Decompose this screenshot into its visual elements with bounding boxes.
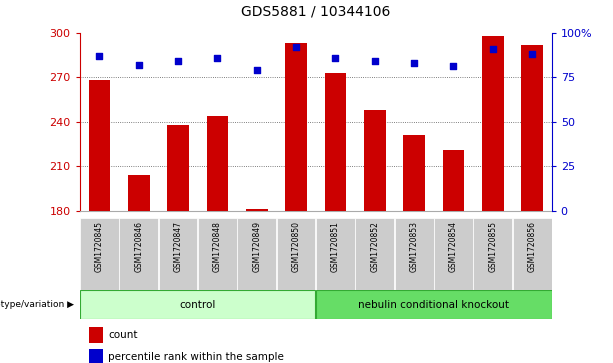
Point xyxy=(134,62,143,68)
Text: percentile rank within the sample: percentile rank within the sample xyxy=(108,352,284,362)
Text: control: control xyxy=(180,300,216,310)
FancyBboxPatch shape xyxy=(80,290,316,319)
FancyBboxPatch shape xyxy=(434,218,473,290)
FancyBboxPatch shape xyxy=(237,218,276,290)
Bar xyxy=(207,116,228,211)
Bar xyxy=(364,110,386,211)
Bar xyxy=(89,327,103,343)
Text: GSM1720851: GSM1720851 xyxy=(331,221,340,272)
Text: GSM1720853: GSM1720853 xyxy=(409,221,419,272)
Bar xyxy=(482,36,503,211)
Text: GSM1720846: GSM1720846 xyxy=(134,221,143,272)
FancyBboxPatch shape xyxy=(395,218,433,290)
Text: genotype/variation ▶: genotype/variation ▶ xyxy=(0,301,74,309)
FancyBboxPatch shape xyxy=(80,218,119,290)
Point xyxy=(527,51,537,57)
Point xyxy=(330,55,340,61)
FancyBboxPatch shape xyxy=(276,218,316,290)
Point xyxy=(488,46,498,52)
Text: count: count xyxy=(108,330,137,340)
Bar xyxy=(324,73,346,211)
Bar xyxy=(521,45,543,211)
FancyBboxPatch shape xyxy=(316,290,552,319)
FancyBboxPatch shape xyxy=(355,218,394,290)
Bar xyxy=(285,43,307,211)
Text: GSM1720854: GSM1720854 xyxy=(449,221,458,272)
Text: GSM1720845: GSM1720845 xyxy=(95,221,104,272)
Bar xyxy=(443,150,464,211)
Bar xyxy=(403,135,425,211)
Text: GDS5881 / 10344106: GDS5881 / 10344106 xyxy=(241,4,390,18)
Text: GSM1720852: GSM1720852 xyxy=(370,221,379,272)
Text: GSM1720847: GSM1720847 xyxy=(173,221,183,272)
Bar xyxy=(167,125,189,211)
Text: GSM1720855: GSM1720855 xyxy=(488,221,497,272)
Point xyxy=(449,64,459,69)
Text: GSM1720856: GSM1720856 xyxy=(528,221,536,272)
FancyBboxPatch shape xyxy=(198,218,237,290)
Text: nebulin conditional knockout: nebulin conditional knockout xyxy=(358,300,509,310)
Bar xyxy=(246,209,267,211)
Point xyxy=(409,60,419,66)
Bar xyxy=(89,349,103,363)
FancyBboxPatch shape xyxy=(316,218,355,290)
Point xyxy=(370,58,379,64)
FancyBboxPatch shape xyxy=(119,218,158,290)
Point xyxy=(94,53,104,59)
FancyBboxPatch shape xyxy=(473,218,512,290)
Bar xyxy=(88,80,110,211)
FancyBboxPatch shape xyxy=(512,218,552,290)
Point xyxy=(213,55,223,61)
Point xyxy=(173,58,183,64)
Point xyxy=(252,67,262,73)
FancyBboxPatch shape xyxy=(159,218,197,290)
Text: GSM1720849: GSM1720849 xyxy=(252,221,261,272)
Text: GSM1720850: GSM1720850 xyxy=(292,221,300,272)
Bar xyxy=(128,175,150,211)
Text: GSM1720848: GSM1720848 xyxy=(213,221,222,272)
Point xyxy=(291,44,301,50)
